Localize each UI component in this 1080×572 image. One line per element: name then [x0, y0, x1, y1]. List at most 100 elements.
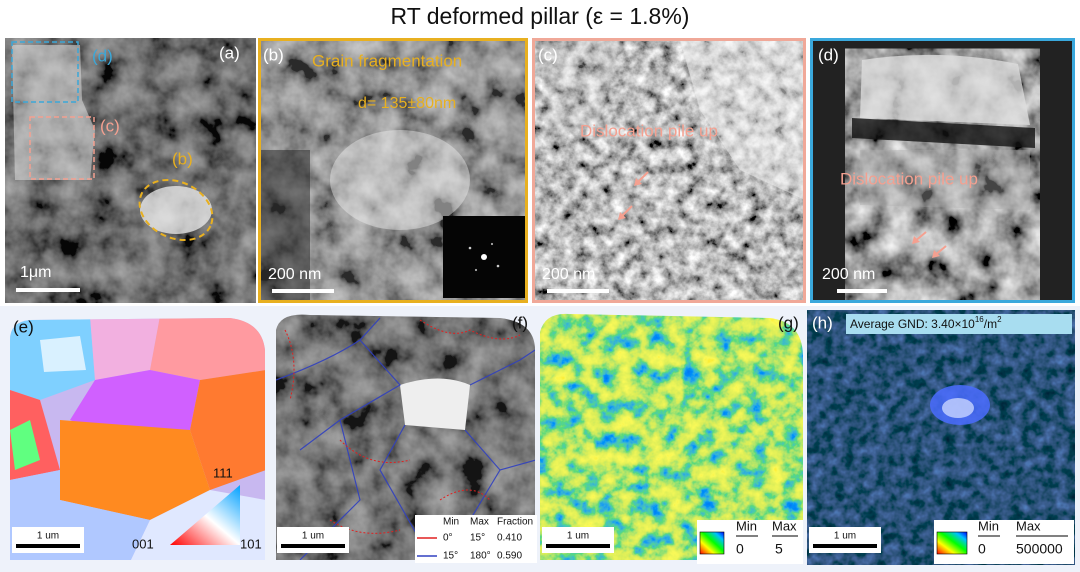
decoration — [540, 40, 620, 140]
panel-label: (h) — [812, 313, 833, 332]
decoration — [415, 515, 537, 563]
panel-e: (e) 111 001 101 1 um — [10, 317, 265, 560]
decoration — [276, 317, 381, 381]
decoration — [680, 40, 805, 200]
decoration — [852, 118, 1035, 148]
decoration — [860, 54, 1030, 125]
decoration — [439, 489, 491, 501]
scale-bar — [546, 544, 610, 548]
scale-bar — [16, 288, 80, 292]
legend-cell: 15° — [443, 551, 458, 562]
decoration — [936, 531, 968, 555]
scale-bar — [813, 544, 877, 548]
panel-c: (c) Dislocation pile up 200 nm — [532, 38, 806, 303]
decoration — [400, 378, 470, 430]
decoration — [942, 398, 974, 418]
scale-bar-label: 200 nm — [822, 266, 875, 283]
decoration — [932, 250, 940, 258]
scale-bar — [16, 544, 80, 548]
decoration — [70, 370, 200, 440]
annotation: Grain fragmentation — [312, 51, 462, 70]
panel-label: (b) — [263, 45, 284, 64]
scale-bar-box — [542, 527, 614, 553]
decoration — [60, 420, 210, 520]
inset-label: (b) — [172, 149, 193, 168]
ipf-triangle — [170, 485, 240, 545]
scale-bar-label: 200 nm — [268, 266, 321, 283]
decoration — [299, 339, 401, 451]
decoration — [29, 116, 95, 180]
legend-cell: 180° — [470, 551, 491, 562]
decoration — [260, 150, 310, 300]
scale-bar-label: 1 um — [37, 531, 59, 542]
pole-label: 101 — [240, 536, 262, 551]
scale-bar-label: 1 um — [302, 531, 324, 542]
decoration — [496, 264, 500, 268]
scale-bar — [272, 289, 334, 293]
boundary-legend: Min Max Fraction 0° 15° 0.410 15° 180° 0… — [415, 515, 537, 563]
decoration — [419, 319, 521, 340]
decoration — [40, 336, 86, 372]
scale-bar — [281, 544, 345, 548]
decoration — [634, 178, 642, 186]
colorbar: Min Max 0 5 — [697, 518, 803, 564]
figure-title: RT deformed pillar (ε = 1.8%) — [391, 3, 690, 29]
decoration — [140, 186, 212, 234]
scale-bar-label: 1μm — [20, 264, 51, 281]
decoration — [474, 268, 478, 272]
legend-cell: 15° — [470, 533, 485, 544]
scale-bar-label: 1 um — [834, 531, 856, 542]
decoration — [90, 318, 160, 380]
decoration — [540, 313, 803, 560]
panel-label: (e) — [13, 317, 34, 336]
scale-bar-box — [809, 527, 881, 553]
legend-header: Fraction — [497, 517, 533, 528]
panel-d: (d) Dislocation pile up 200 nm — [810, 38, 1075, 303]
scale-bar-box — [12, 527, 84, 553]
decoration — [284, 329, 295, 401]
legend-header: Max — [470, 517, 489, 528]
colorbar-min-label: Min — [736, 518, 757, 533]
gnd-box — [846, 314, 1072, 334]
panel-b: (b) Grain fragmentation d= 135±80nm 200 … — [258, 38, 528, 303]
colorbar: Min Max 0 500000 — [934, 518, 1074, 564]
scale-bar — [547, 289, 609, 293]
panel-g: (g) 1 um Min Max 0 5 — [540, 313, 803, 564]
decoration — [540, 313, 803, 560]
panel-label: (a) — [219, 43, 240, 62]
pole-label: 111 — [213, 465, 233, 480]
colorbar-min: 0 — [978, 541, 986, 557]
decoration — [284, 319, 521, 534]
gnd-unit-exponent: 2 — [997, 315, 1002, 324]
gnd-value: Average GND: 3.40×10 — [850, 317, 975, 331]
decoration — [860, 150, 1030, 210]
scale-bar — [837, 289, 887, 293]
colorbar-min-label: Min — [978, 518, 999, 533]
inset-label: (d) — [92, 46, 113, 65]
gnd-exponent: 16 — [975, 315, 984, 324]
decoration — [469, 349, 535, 386]
panel-label: (f) — [512, 313, 528, 332]
panel-label: (g) — [778, 313, 799, 332]
decoration — [810, 38, 1075, 303]
colorbar-max: 500000 — [1016, 541, 1063, 557]
decoration — [12, 45, 95, 180]
colorbar-max-label: Max — [1016, 518, 1041, 533]
decoration — [490, 242, 494, 246]
decoration — [150, 318, 265, 380]
decoration — [339, 439, 411, 463]
decoration — [699, 531, 725, 555]
scale-bar-box — [277, 527, 349, 553]
decoration — [10, 420, 40, 470]
decoration — [618, 212, 626, 220]
scale-bar-label: 200 nm — [542, 266, 595, 283]
annotation: Dislocation pile up — [580, 121, 718, 140]
gnd-unit: /m — [984, 317, 997, 331]
colorbar-max-label: Max — [772, 518, 797, 533]
scale-bar-label: 1 um — [567, 531, 589, 542]
decoration — [258, 38, 528, 303]
inset-label: (c) — [100, 116, 120, 135]
colorbar-min: 0 — [736, 541, 744, 557]
